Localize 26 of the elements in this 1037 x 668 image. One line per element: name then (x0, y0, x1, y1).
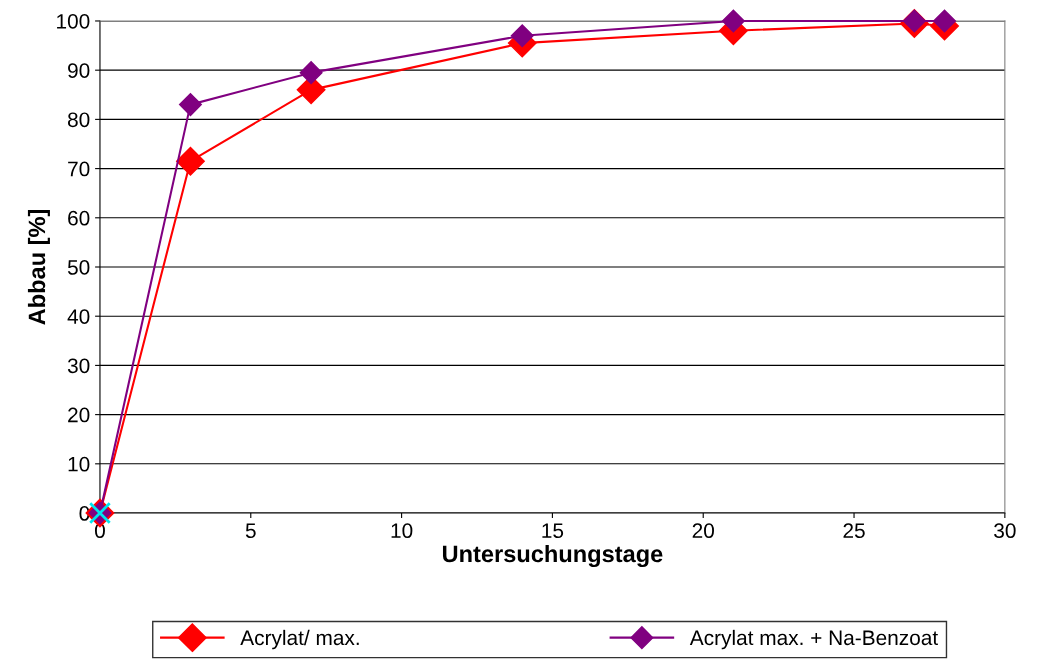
x-tick-label: 25 (843, 523, 865, 539)
x-axis-title: Untersuchungstage (442, 544, 663, 568)
y-tick-label: 40 (67, 309, 90, 324)
y-axis-title: Abbau [%] (27, 209, 50, 325)
x-tick-label: 15 (542, 523, 564, 539)
y-tick-label: 10 (68, 456, 90, 472)
y-tick-label: 20 (68, 407, 90, 423)
point (510, 24, 534, 48)
y-tick-label: 70 (68, 161, 90, 177)
point (178, 93, 202, 117)
y-tick-label: 100 (57, 13, 90, 29)
x-tick-label: 10 (391, 523, 413, 539)
y-tick-label: 80 (67, 112, 90, 128)
point (721, 9, 745, 33)
x-tick-label: 20 (692, 523, 714, 539)
point (933, 9, 957, 33)
y-tick-label: 90 (68, 63, 90, 78)
point (299, 61, 323, 85)
y-tick-label: 30 (67, 358, 90, 374)
x-tick-label: 30 (994, 523, 1016, 539)
y-tick-label: 60 (68, 210, 90, 226)
x-tick-label: 5 (245, 523, 256, 539)
legend-label: Acrylat/ max. (240, 629, 359, 650)
point (176, 146, 205, 176)
y-tick-label: 50 (67, 260, 90, 275)
legend-label: Acrylat max. + Na-Benzoat (689, 629, 938, 650)
